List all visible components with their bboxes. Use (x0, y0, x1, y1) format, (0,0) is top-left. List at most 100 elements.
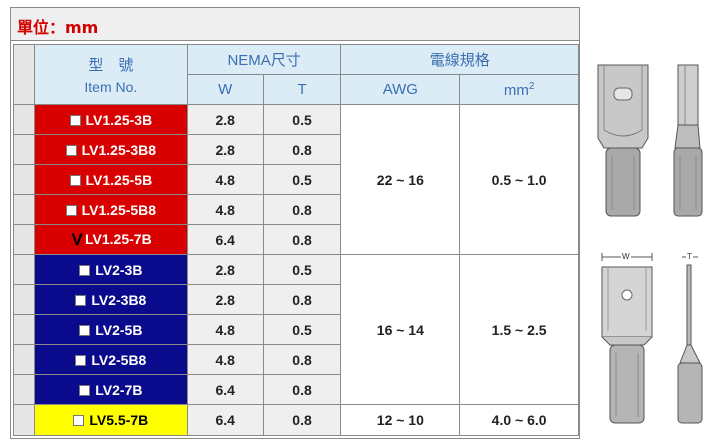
item-number: LV1.25-3B (85, 111, 153, 128)
wire-header: 電線規格 (340, 44, 579, 75)
w-value: 2.8 (186, 134, 264, 165)
awg-range: 12 ~ 10 (340, 404, 461, 436)
mm2-header: mm2 (459, 74, 579, 105)
item-cell: LV2-3B8 (33, 284, 188, 315)
row-spacer (13, 374, 35, 405)
item-number: LV2-5B (95, 321, 143, 338)
awg-range: 22 ~ 16 (340, 104, 461, 255)
w-value: 4.8 (186, 314, 264, 345)
table-row: LV5.5-7B 6.4 0.8 12 ~ 10 4.0 ~ 6.0 (13, 404, 579, 436)
t-value: 0.8 (262, 284, 342, 315)
item-checkbox[interactable] (79, 264, 91, 276)
awg-range: 16 ~ 14 (340, 254, 461, 405)
table-row: LV2-5B8 4.8 0.8 (13, 344, 579, 375)
item-cell: LV2-5B8 (33, 344, 188, 375)
row-spacer (13, 104, 35, 135)
header-spacer (13, 44, 35, 105)
item-checkbox[interactable] (75, 294, 87, 306)
nema-header: NEMA尺寸 (186, 44, 342, 75)
unit-bar: 單位：mm (11, 8, 579, 41)
mm2-range: 0.5 ~ 1.0 (459, 104, 579, 255)
dimension-label-t: T (686, 252, 693, 261)
mm2-header-sup: 2 (528, 80, 535, 92)
w-value: 4.8 (186, 194, 264, 225)
item-checkbox[interactable] (65, 144, 77, 156)
row-spacer (13, 194, 35, 225)
w-value: 6.4 (186, 374, 264, 405)
table-row: LV2-5B 4.8 0.5 (13, 314, 579, 345)
t-value: 0.8 (262, 404, 342, 436)
item-cell: LV1.25-5B (33, 164, 188, 195)
w-value: 2.8 (186, 284, 264, 315)
item-checkbox[interactable] (75, 354, 87, 366)
item-number: LV2-3B (95, 261, 143, 278)
item-cell: LV1.25-5B8 (33, 194, 188, 225)
terminal-drawing-top (597, 64, 703, 217)
t-value: 0.5 (262, 104, 342, 135)
table-row: LV1.25-5B 4.8 0.5 (13, 164, 579, 195)
terminal-drawing-dimension (601, 253, 703, 424)
w-value: 2.8 (186, 104, 264, 135)
awg-header: AWG (340, 74, 461, 105)
item-number: LV2-3B8 (91, 291, 147, 308)
spec-sheet: 單位：mm 型 號 Item No. NEMA尺寸 電線規格 W T AWG m… (10, 7, 580, 439)
row-spacer (13, 134, 35, 165)
row-spacer (13, 314, 35, 345)
item-cell: LV1.25-3B8 (33, 134, 188, 165)
t-value: 0.8 (262, 374, 342, 405)
item-header-cn: 型 號 (88, 57, 134, 74)
item-header: 型 號 Item No. (33, 44, 188, 105)
item-number: LV5.5-7B (89, 412, 149, 428)
t-value: 0.8 (262, 344, 342, 375)
item-cell: LV2-7B (33, 374, 188, 405)
item-cell: V LV1.25-7B (33, 224, 188, 255)
unit-label: 單位：mm (17, 18, 99, 37)
t-value: 0.8 (262, 194, 342, 225)
item-cell: LV2-5B (33, 314, 188, 345)
w-value: 6.4 (186, 404, 264, 436)
w-value: 4.8 (186, 344, 264, 375)
item-cell: LV5.5-7B (33, 404, 188, 436)
item-header-en: Item No. (84, 79, 138, 95)
mm2-range: 1.5 ~ 2.5 (459, 254, 579, 405)
w-value: 2.8 (186, 254, 264, 285)
item-number: LV1.25-5B8 (81, 201, 157, 218)
table-row: LV2-3B 2.8 0.5 16 ~ 14 1.5 ~ 2.5 (13, 254, 579, 405)
row-spacer (13, 164, 35, 195)
row-spacer (13, 224, 35, 255)
w-value: 6.4 (186, 224, 264, 255)
table-body: LV1.25-3B 2.8 0.5 22 ~ 16 0.5 ~ 1.0 LV1.25-3B… (13, 104, 579, 436)
item-checkbox[interactable] (69, 114, 81, 126)
t-value: 0.8 (262, 224, 342, 255)
t-header: T (262, 74, 342, 105)
item-cell: LV1.25-3B (33, 104, 188, 135)
table-row: LV1.25-3B8 2.8 0.8 (13, 134, 579, 165)
item-number: LV1.25-7B (85, 230, 152, 247)
item-checkbox[interactable] (69, 174, 81, 186)
row-spacer (13, 344, 35, 375)
item-number: LV1.25-5B (85, 171, 153, 188)
item-checkbox[interactable] (73, 415, 85, 426)
w-value: 4.8 (186, 164, 264, 195)
table-row: V LV1.25-7B 6.4 0.8 (13, 224, 579, 255)
dimension-label-w: W (621, 252, 631, 261)
mm2-header-text: mm (503, 81, 529, 99)
table-row: LV1.25-3B 2.8 0.5 22 ~ 16 0.5 ~ 1.0 (13, 104, 579, 255)
spec-table: 型 號 Item No. NEMA尺寸 電線規格 W T AWG mm2 LV1… (13, 44, 579, 436)
item-number: LV1.25-3B8 (81, 141, 157, 158)
item-checkbox[interactable] (79, 324, 91, 336)
mm2-range: 4.0 ~ 6.0 (459, 404, 579, 436)
row-spacer (13, 404, 35, 436)
t-value: 0.5 (262, 254, 342, 285)
t-value: 0.5 (262, 164, 342, 195)
row-spacer (13, 284, 35, 315)
item-cell: LV2-3B (33, 254, 188, 285)
row-spacer (13, 254, 35, 285)
t-value: 0.8 (262, 134, 342, 165)
item-number: LV2-5B8 (91, 351, 147, 368)
item-number: LV2-7B (95, 381, 143, 398)
table-row: LV2-3B8 2.8 0.8 (13, 284, 579, 315)
item-checkbox[interactable] (65, 204, 77, 216)
item-checkbox[interactable] (79, 384, 91, 396)
selected-check-icon[interactable]: V (71, 229, 83, 249)
